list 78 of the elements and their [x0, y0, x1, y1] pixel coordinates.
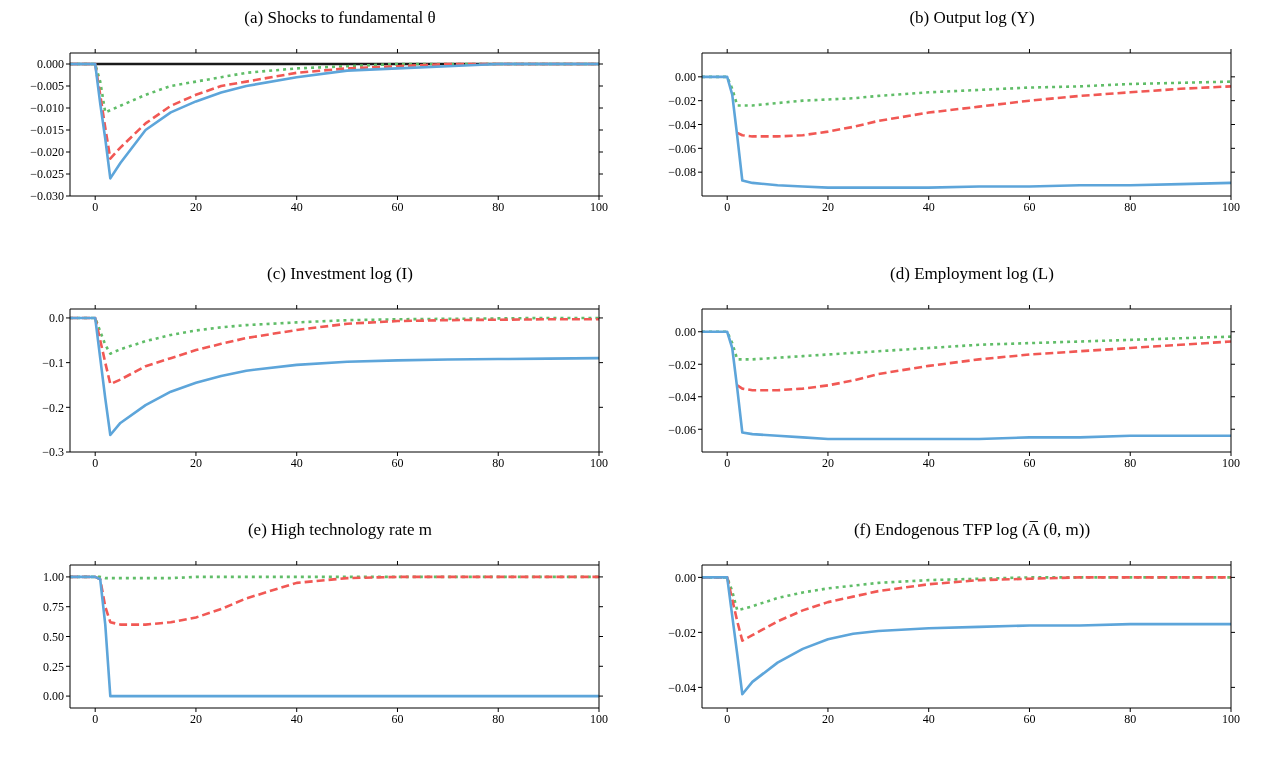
line-series: [735, 340, 1231, 392]
y-tick-label: −0.030: [30, 189, 64, 204]
x-tick-label: 20: [821, 711, 834, 726]
x-tick-label: 20: [189, 711, 202, 726]
x-tick-label: 100: [1222, 455, 1240, 470]
x-tick-label: 20: [189, 199, 202, 214]
x-tick-label: 40: [290, 199, 303, 214]
x-tick-label: 80: [1124, 199, 1137, 214]
x-tick-label: 100: [1222, 711, 1240, 726]
y-tick-label: 0.25: [43, 659, 64, 674]
x-tick-label: 60: [1023, 711, 1036, 726]
x-tick-label: 100: [590, 455, 608, 470]
x-tick-label: 80: [1124, 711, 1137, 726]
y-tick-label: −0.06: [668, 422, 696, 437]
y-tick-label: 0.00: [43, 689, 64, 704]
y-tick-label: 0.75: [43, 599, 64, 614]
x-tick-label: 40: [922, 711, 935, 726]
chart-title: (b) Output log (Y): [908, 8, 1036, 28]
x-tick-label: 100: [590, 199, 608, 214]
y-tick-label: −0.02: [668, 93, 696, 108]
x-tick-label: 60: [391, 455, 404, 470]
line-series: [702, 576, 1231, 696]
chart-title: (c) Investment log (I): [266, 264, 414, 284]
y-tick-label: −0.04: [668, 390, 696, 405]
y-tick-label: 0.50: [43, 629, 64, 644]
y-tick-label: −0.02: [668, 357, 696, 372]
y-tick-label: 0.0: [49, 311, 64, 326]
x-tick-label: 80: [492, 199, 505, 214]
chart-title: (f) Endogenous TFP log (A̅ (θ, m)): [852, 520, 1092, 540]
x-tick-label: 60: [391, 199, 404, 214]
y-tick-label: −0.04: [668, 117, 696, 132]
x-tick-label: 100: [1222, 199, 1240, 214]
y-tick-label: 0.000: [37, 57, 64, 72]
x-tick-label: 40: [922, 455, 935, 470]
chart-title: (d) Employment log (L): [889, 264, 1055, 284]
y-tick-label: 1.00: [43, 570, 64, 585]
y-tick-label: −0.025: [30, 167, 64, 182]
x-tick-label: 100: [590, 711, 608, 726]
x-tick-label: 80: [492, 455, 505, 470]
x-tick-label: 40: [290, 711, 303, 726]
line-series: [70, 62, 599, 180]
y-tick-label: 0.00: [675, 570, 696, 585]
x-tick-label: 0: [724, 711, 731, 726]
line-series: [735, 85, 1231, 138]
x-tick-label: 80: [1124, 455, 1137, 470]
x-tick-label: 20: [821, 199, 834, 214]
y-tick-label: −0.02: [668, 625, 696, 640]
x-tick-label: 20: [821, 455, 834, 470]
x-tick-label: 60: [1023, 455, 1036, 470]
line-series: [70, 575, 599, 698]
y-tick-label: −0.005: [30, 79, 64, 94]
x-tick-label: 0: [724, 455, 731, 470]
y-tick-label: −0.020: [30, 145, 64, 160]
x-tick-label: 0: [92, 199, 99, 214]
y-tick-label: 0.00: [675, 70, 696, 85]
chart-title: (a) Shocks to fundamental θ: [243, 8, 437, 28]
y-tick-label: −0.06: [668, 141, 696, 156]
y-tick-label: −0.3: [42, 445, 64, 460]
y-tick-label: −0.015: [30, 123, 64, 138]
y-tick-label: −0.08: [668, 165, 696, 180]
x-tick-label: 80: [492, 711, 505, 726]
x-tick-label: 60: [1023, 199, 1036, 214]
chart-title: (e) High technology rate m: [246, 520, 434, 540]
y-tick-label: −0.1: [42, 355, 64, 370]
x-tick-label: 40: [922, 199, 935, 214]
line-series: [702, 75, 1231, 189]
y-tick-label: −0.010: [30, 101, 64, 116]
x-tick-label: 0: [92, 711, 99, 726]
line-series: [70, 316, 599, 437]
x-tick-label: 20: [189, 455, 202, 470]
line-series: [702, 330, 1231, 441]
y-tick-label: −0.2: [42, 400, 64, 415]
x-tick-label: 0: [724, 199, 731, 214]
x-tick-label: 40: [290, 455, 303, 470]
x-tick-label: 60: [391, 711, 404, 726]
y-tick-label: −0.04: [668, 680, 696, 695]
x-tick-label: 0: [92, 455, 99, 470]
y-tick-label: 0.00: [675, 325, 696, 340]
